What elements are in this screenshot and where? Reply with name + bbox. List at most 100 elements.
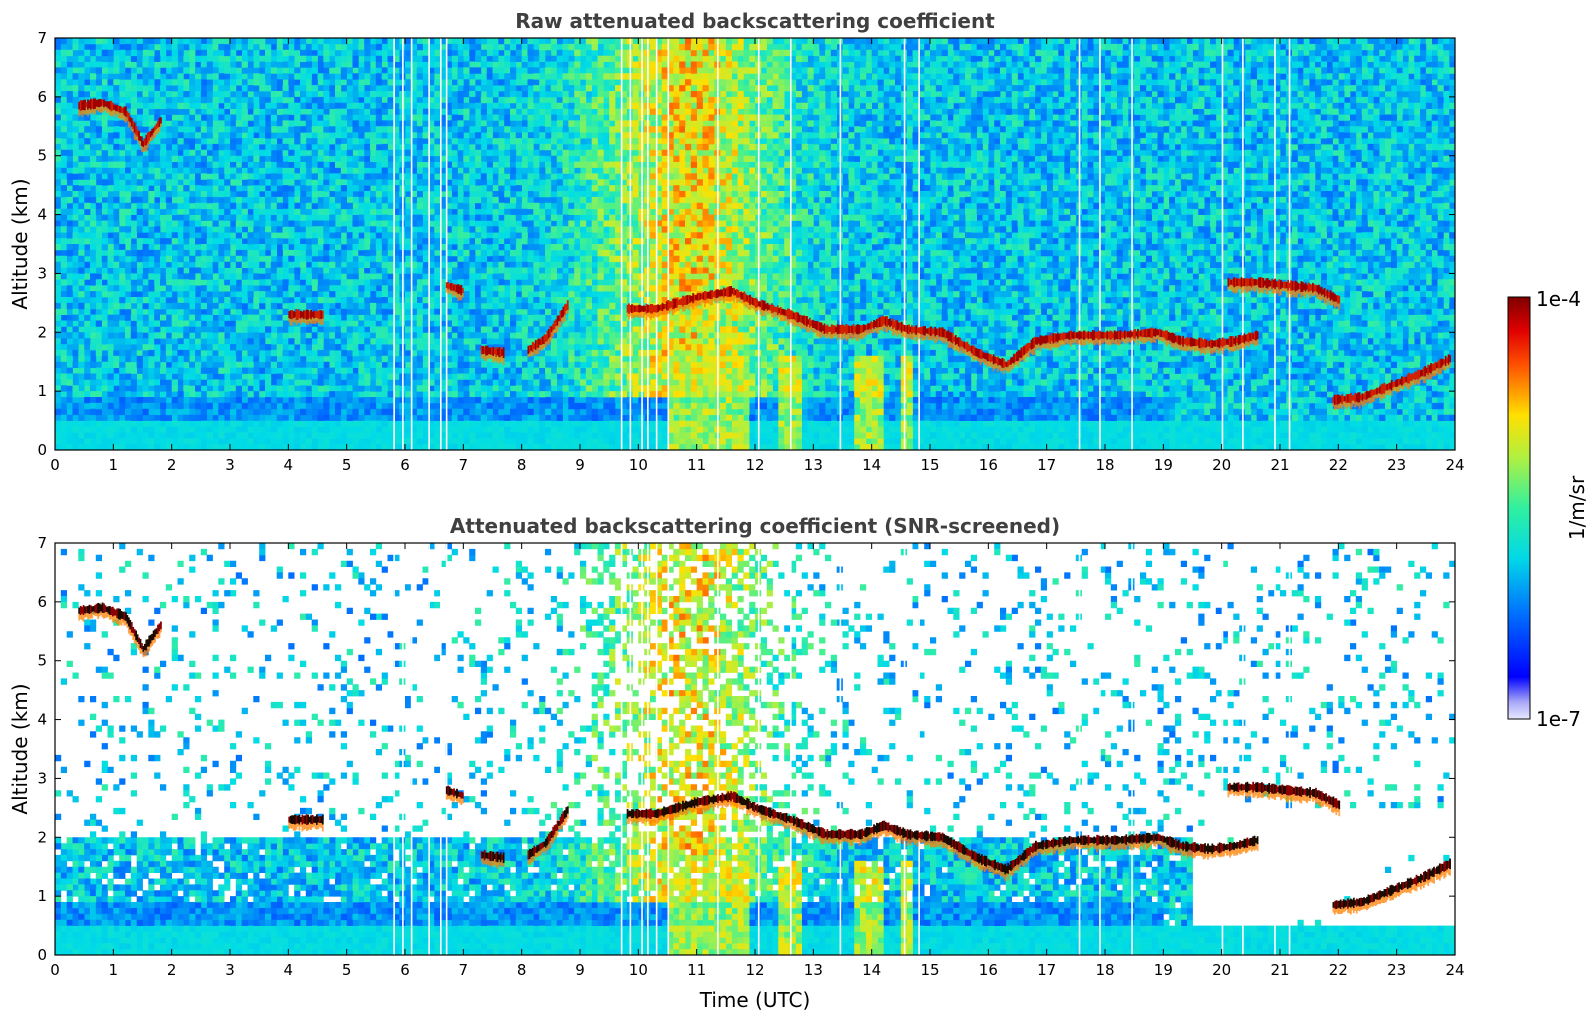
cloud-layer-edge <box>960 346 963 351</box>
cloud-layer <box>752 801 754 811</box>
y-tick-label: 6 <box>37 88 47 106</box>
cloud-layer-edge <box>817 835 820 840</box>
cloud-layer-edge <box>1040 848 1043 855</box>
cloud-layer <box>496 348 499 356</box>
cloud-layer-edge <box>1125 337 1128 343</box>
cloud-layer-edge <box>1373 395 1376 402</box>
cloud-layer <box>1086 836 1088 844</box>
cloud-layer-edge <box>114 615 117 623</box>
cloud-layer-edge <box>1263 285 1266 290</box>
cloud-layer <box>1226 844 1228 851</box>
cloud-layer-edge <box>928 838 931 845</box>
cloud-layer <box>1338 296 1341 304</box>
cloud-layer-edge <box>750 808 753 814</box>
cloud-layer-edge <box>1055 341 1058 349</box>
cloud-layer-edge <box>1007 366 1010 373</box>
cloud-layer <box>122 107 124 113</box>
cloud-layer-edge <box>318 823 321 827</box>
cloud-layer <box>1367 391 1370 399</box>
cloud-layer-edge <box>1080 844 1083 849</box>
cloud-layer-edge <box>975 861 978 867</box>
cloud-layer <box>730 791 733 802</box>
cloud-layer <box>445 786 448 795</box>
cloud-layer-edge <box>997 870 999 874</box>
cloud-layer-edge <box>1333 807 1336 812</box>
cloud-layer <box>626 304 629 313</box>
cloud-layer-edge <box>912 837 915 843</box>
cloud-layer-edge <box>862 332 865 338</box>
cloud-layer-edge <box>1051 341 1053 348</box>
cloud-layer <box>841 324 843 334</box>
cloud-layer-edge <box>763 310 766 317</box>
cloud-layer-edge <box>709 299 712 306</box>
cloud-layer <box>528 345 531 353</box>
cloud-layer-edge <box>149 137 152 142</box>
data-gap <box>1288 38 1291 450</box>
cloud-layer-edge <box>1046 342 1049 348</box>
cloud-layer-edge <box>450 290 453 294</box>
cloud-layer-edge <box>652 312 655 319</box>
cloud-layer-edge <box>1138 336 1141 341</box>
heatmap-cells <box>574 749 581 756</box>
cloud-layer-edge <box>668 814 671 822</box>
cloud-layer-edge <box>1418 378 1421 385</box>
cloud-layer <box>725 793 728 801</box>
cloud-layer <box>1154 834 1157 841</box>
cloud-layer <box>458 792 461 798</box>
cloud-layer-edge <box>1242 286 1244 293</box>
cloud-layer-edge <box>773 311 776 317</box>
cloud-layer <box>973 346 976 356</box>
cloud-layer-edge <box>806 829 808 836</box>
cloud-layer-edge <box>661 815 664 821</box>
cloud-layer-edge <box>117 111 120 119</box>
cloud-layer-edge <box>1304 795 1307 802</box>
cloud-layer <box>1240 335 1243 343</box>
cloud-layer-edge <box>1288 795 1291 800</box>
cloud-layer-edge <box>858 839 861 847</box>
cloud-layer <box>1052 332 1055 344</box>
cloud-layer <box>1151 327 1154 338</box>
cloud-layer <box>1011 356 1014 363</box>
cloud-layer-edge <box>664 308 667 312</box>
cloud-layer-edge <box>1058 847 1061 854</box>
cloud-layer-edge <box>1401 385 1403 389</box>
cloud-layer-edge <box>712 803 715 811</box>
cloud-layer <box>530 345 533 351</box>
heatmap-cells <box>679 696 686 703</box>
cloud-layer <box>701 293 703 299</box>
cloud-layer <box>1109 837 1112 843</box>
cloud-layer <box>1237 335 1240 345</box>
cloud-layer <box>1265 785 1268 792</box>
cloud-layer-edge <box>1252 339 1255 344</box>
heatmap-cells <box>731 884 738 891</box>
cloud-layer-edge <box>972 355 975 361</box>
cloud-layer-edge <box>1411 380 1414 386</box>
cloud-layer <box>756 299 759 308</box>
cloud-layer-edge <box>1093 339 1096 346</box>
cloud-layer-edge <box>445 794 448 800</box>
cloud-layer <box>114 609 117 616</box>
cloud-layer <box>736 793 738 804</box>
cloud-layer-edge <box>1071 843 1074 850</box>
cloud-layer-edge <box>129 629 132 636</box>
cloud-layer-edge <box>1370 902 1373 907</box>
data-gap <box>428 38 430 450</box>
cloud-layer <box>849 325 852 333</box>
cloud-layer <box>1253 278 1256 286</box>
cloud-layer <box>95 100 98 107</box>
cloud-layer <box>687 295 690 304</box>
cloud-layer <box>1255 330 1258 341</box>
cloud-layer <box>959 842 961 853</box>
heatmap-cells <box>743 684 750 691</box>
cloud-layer-edge <box>746 301 749 308</box>
heatmap-cells <box>685 843 692 850</box>
cloud-layer-edge <box>1272 287 1275 294</box>
heatmap-cells <box>650 220 657 227</box>
cloud-layer-edge <box>1361 906 1364 910</box>
cloud-layer-edge <box>1081 844 1084 849</box>
cloud-layer <box>1414 877 1416 885</box>
heatmap-cells <box>702 554 709 562</box>
cloud-layer-edge <box>1207 853 1209 860</box>
cloud-layer <box>641 809 644 818</box>
cloud-layer-edge <box>1180 344 1183 350</box>
